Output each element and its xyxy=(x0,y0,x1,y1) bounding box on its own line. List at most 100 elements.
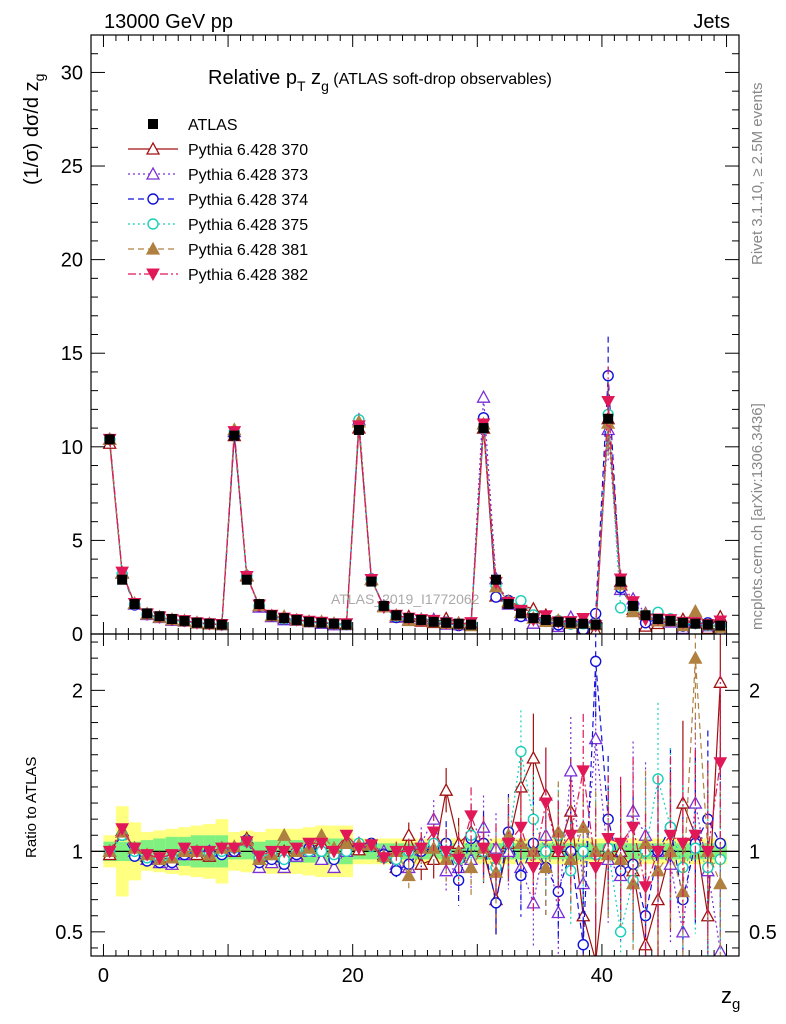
data-point xyxy=(601,396,615,409)
ratio-tick-label: 0.5 xyxy=(55,922,83,944)
y-axis-title-main: (1/σ) dσ/d z xyxy=(21,81,43,185)
ratio-point xyxy=(339,835,354,849)
data-point xyxy=(179,615,190,626)
legend-label: Pythia 6.428 382 xyxy=(188,267,308,284)
ratio-point xyxy=(464,810,478,823)
ratio-line xyxy=(109,661,721,945)
y-tick-label: 5 xyxy=(72,530,83,552)
legend-label: Pythia 6.428 370 xyxy=(188,142,308,159)
ratio-plot-series xyxy=(91,634,739,956)
y-tick-label: 15 xyxy=(61,343,83,365)
ratio-point xyxy=(614,926,627,938)
data-point xyxy=(690,618,701,629)
data-point xyxy=(476,389,491,403)
data-point xyxy=(428,616,439,627)
ratio-point xyxy=(588,861,603,875)
mcplots-label: mcplots.cern.ch [arXiv:1306.3436] xyxy=(749,403,766,630)
legend-entry-7: Pythia 6.428 382 xyxy=(128,267,308,284)
ratio-point xyxy=(563,763,578,777)
y-axis-title-sub: g xyxy=(31,74,47,82)
x-tick-label: 20 xyxy=(342,965,364,987)
ratio-point xyxy=(576,765,591,778)
legend-entry-1: ATLAS xyxy=(148,117,238,134)
legend: ATLAS Pythia 6.428 370 Pythia 6.428 373 Pyt… xyxy=(128,117,308,284)
data-point xyxy=(614,602,627,614)
data-point xyxy=(391,610,402,621)
data-point xyxy=(565,617,576,628)
data-point xyxy=(625,604,641,618)
ratio-point xyxy=(563,829,578,843)
ratio-point xyxy=(377,852,391,865)
ratio-point xyxy=(451,853,466,867)
ratio-tick-label: 1 xyxy=(72,841,83,863)
ratio-series-3 xyxy=(103,634,727,956)
data-point xyxy=(478,423,489,434)
ratio-point xyxy=(589,655,602,668)
legend-marker xyxy=(146,268,160,282)
ratio-point xyxy=(601,832,615,846)
chart-title-rest: (ATLAS soft-drop observables) xyxy=(329,71,552,88)
legend-label: ATLAS xyxy=(188,117,238,134)
chart-title-sub2: g xyxy=(321,78,329,94)
data-point xyxy=(403,613,414,624)
ratio-point xyxy=(526,861,541,875)
data-point xyxy=(491,574,501,585)
data-point xyxy=(142,608,153,619)
ratio-point xyxy=(514,821,528,835)
data-point xyxy=(665,615,676,626)
ratio-point xyxy=(688,829,703,843)
data-point xyxy=(540,614,551,625)
data-point xyxy=(216,619,227,630)
ratio-point xyxy=(302,837,316,851)
data-point xyxy=(241,574,252,585)
data-point xyxy=(688,603,703,618)
ratio-point xyxy=(165,849,179,862)
data-point xyxy=(628,600,639,611)
data-point xyxy=(515,594,527,607)
ratio-point xyxy=(239,836,254,849)
ratio-point xyxy=(551,845,566,859)
ratio-point xyxy=(651,845,665,859)
ratio-point xyxy=(414,842,429,856)
ratio-tick-label-right: 0.5 xyxy=(749,922,777,944)
series-line xyxy=(109,397,721,632)
ratio-point xyxy=(713,943,727,956)
ratio-line xyxy=(109,738,721,952)
ratio-tick-label-right: 2 xyxy=(749,680,760,702)
chart-title-sub1: T xyxy=(297,78,306,94)
ratio-point xyxy=(626,821,640,835)
ratio-point xyxy=(177,842,192,856)
legend-label: Pythia 6.428 381 xyxy=(188,242,308,259)
ratio-point xyxy=(701,845,715,859)
y-tick-label: 10 xyxy=(61,437,83,459)
legend-marker xyxy=(145,166,161,180)
y-tick-label: 30 xyxy=(61,62,83,84)
data-point xyxy=(653,614,663,625)
data-series xyxy=(104,413,726,631)
data-point xyxy=(341,619,352,630)
chart-title-mid: z xyxy=(306,67,322,89)
data-point xyxy=(378,600,389,611)
data-point xyxy=(154,611,165,622)
data-point xyxy=(515,608,526,619)
ratio-point xyxy=(390,864,403,877)
data-point xyxy=(115,566,129,580)
data-point xyxy=(304,616,315,627)
legend-entry-2: Pythia 6.428 370 xyxy=(128,141,308,159)
legend-marker xyxy=(147,193,159,205)
ratio-point xyxy=(202,845,217,859)
data-point xyxy=(191,617,202,628)
ratio-point xyxy=(127,842,142,856)
ratio-point xyxy=(713,876,728,890)
data-point xyxy=(366,576,377,587)
data-point xyxy=(167,614,177,625)
data-point xyxy=(441,617,452,628)
data-point xyxy=(229,430,240,441)
chart-title: Relative pT zg (ATLAS soft-drop observab… xyxy=(208,67,552,94)
ratio-point xyxy=(264,845,279,859)
ratio-point xyxy=(539,797,553,811)
ratio-point xyxy=(588,731,603,745)
ratio-point xyxy=(439,782,454,796)
ratio-point xyxy=(577,939,589,951)
ratio-point xyxy=(227,842,242,856)
